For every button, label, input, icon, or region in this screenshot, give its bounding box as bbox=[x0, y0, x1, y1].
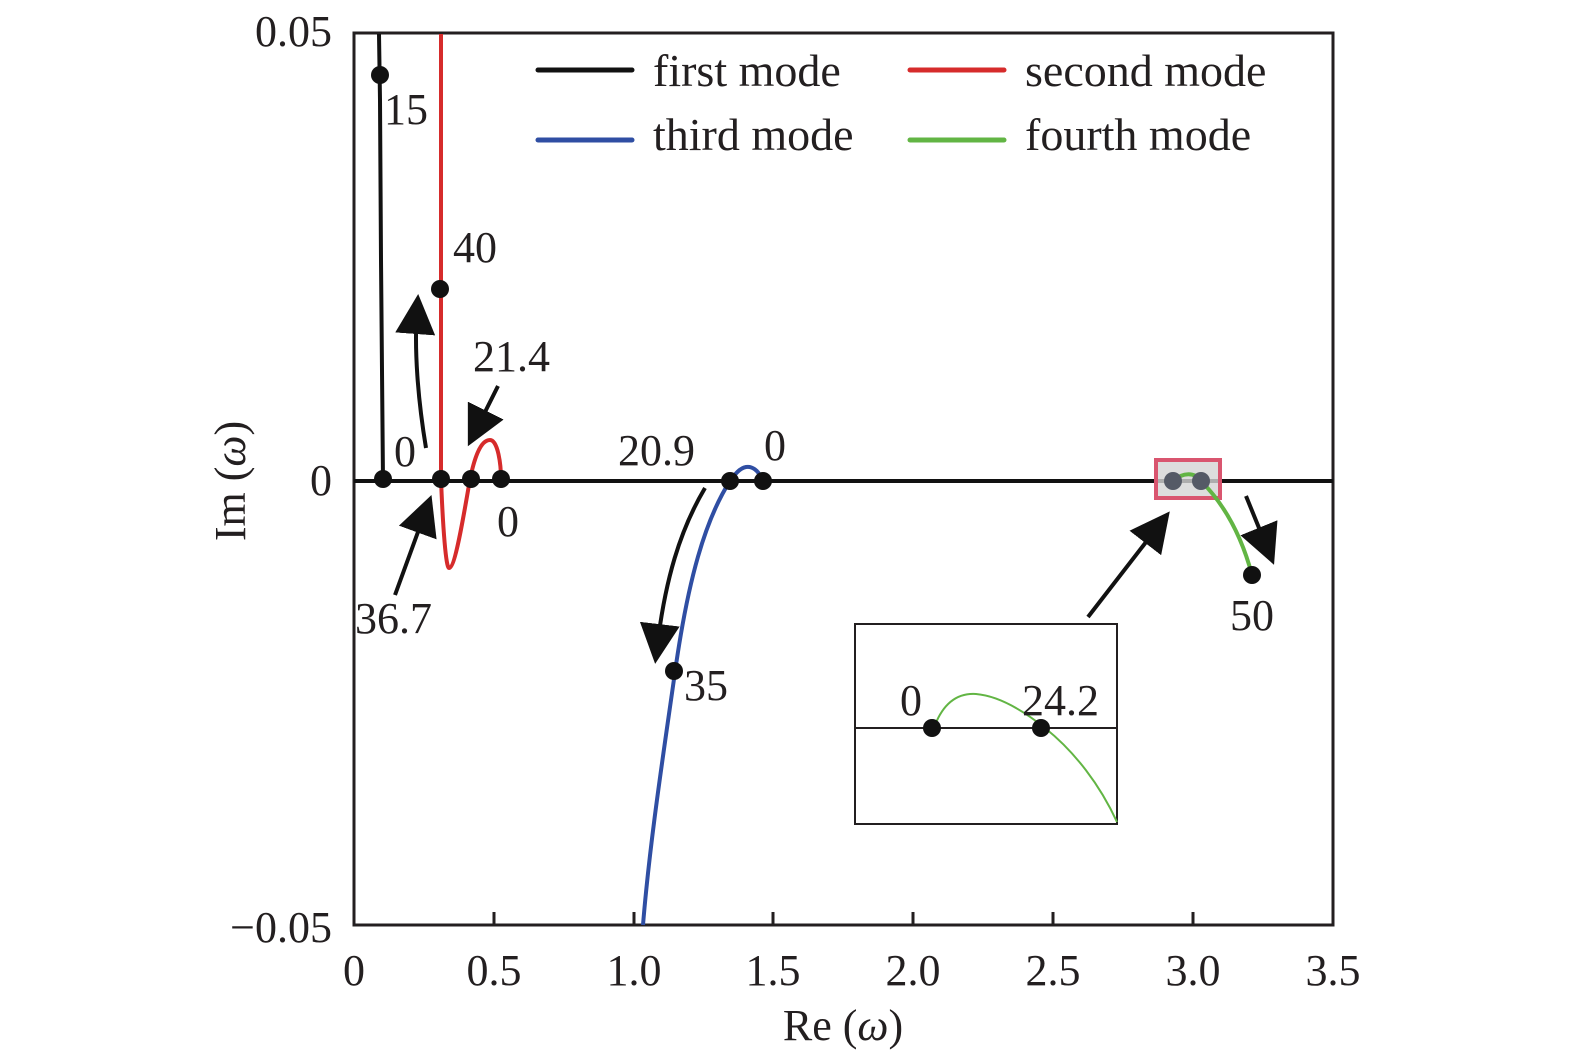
y-axis-title: Im (ω) bbox=[206, 421, 255, 541]
legend-item-third-mode: third mode bbox=[535, 109, 854, 160]
legend: first mode second mode third mode fourth… bbox=[535, 45, 1266, 160]
x-axis-title: Re (ω) bbox=[783, 1001, 903, 1050]
label-15: 15 bbox=[384, 85, 428, 134]
svg-text:3.0: 3.0 bbox=[1166, 946, 1221, 995]
svg-text:0.5: 0.5 bbox=[467, 946, 522, 995]
label-50: 50 bbox=[1230, 591, 1274, 640]
arrow-first-to-40 bbox=[395, 294, 436, 449]
svg-text:second mode: second mode bbox=[1025, 45, 1266, 96]
svg-text:1.5: 1.5 bbox=[746, 946, 801, 995]
inset-fourth-mode-curve bbox=[934, 692, 1118, 823]
x-tick-labels: 0 0.5 1.0 1.5 2.0 2.5 3.0 3.5 bbox=[343, 946, 1361, 995]
first-mode-point-0 bbox=[374, 470, 392, 488]
svg-text:first mode: first mode bbox=[653, 45, 841, 96]
legend-item-second-mode: second mode bbox=[907, 45, 1266, 96]
svg-text:3.5: 3.5 bbox=[1306, 946, 1361, 995]
inset-label-24-2: 24.2 bbox=[1022, 676, 1099, 725]
third-mode-point-35 bbox=[665, 662, 683, 680]
label-21-4: 21.4 bbox=[473, 332, 550, 381]
third-mode-curve bbox=[641, 464, 764, 926]
second-mode-point-21-4 bbox=[462, 470, 480, 488]
svg-text:2.0: 2.0 bbox=[886, 946, 941, 995]
first-mode-curve bbox=[377, 33, 385, 482]
first-mode-point-15 bbox=[371, 66, 389, 84]
label-36-7: 36.7 bbox=[355, 594, 432, 643]
svg-text:0: 0 bbox=[310, 456, 332, 505]
second-mode-point-0 bbox=[492, 470, 510, 488]
svg-text:−0.05: −0.05 bbox=[230, 903, 332, 952]
inset-label-0: 0 bbox=[900, 676, 922, 725]
arrow-36-7 bbox=[393, 494, 437, 596]
third-mode-point-20-9 bbox=[721, 472, 739, 490]
legend-item-fourth-mode: fourth mode bbox=[907, 109, 1251, 160]
svg-text:0: 0 bbox=[343, 946, 365, 995]
label-second-0: 0 bbox=[497, 497, 519, 546]
label-third-0: 0 bbox=[764, 421, 786, 470]
label-40: 40 bbox=[453, 223, 497, 272]
fourth-mode-point-24-2 bbox=[1192, 472, 1210, 490]
x-ticks bbox=[492, 912, 1195, 925]
svg-text:2.5: 2.5 bbox=[1026, 946, 1081, 995]
svg-text:1.0: 1.0 bbox=[607, 946, 662, 995]
svg-text:third mode: third mode bbox=[653, 109, 854, 160]
arrow-to-highlight bbox=[1086, 511, 1170, 619]
y-tick-labels: 0.05 0 −0.05 bbox=[230, 7, 332, 952]
label-first-0: 0 bbox=[394, 427, 416, 476]
third-mode-point-0 bbox=[754, 472, 772, 490]
svg-text:fourth mode: fourth mode bbox=[1025, 109, 1251, 160]
label-35: 35 bbox=[684, 661, 728, 710]
arrow-fourth-50 bbox=[1240, 495, 1278, 565]
second-mode-point-40 bbox=[431, 280, 449, 298]
inset-point-24-2 bbox=[1032, 719, 1050, 737]
svg-text:0.05: 0.05 bbox=[255, 7, 332, 56]
legend-item-first-mode: first mode bbox=[535, 45, 841, 96]
second-mode-point-36-7 bbox=[432, 470, 450, 488]
inset-point-0 bbox=[923, 719, 941, 737]
arrow-20-9-to-35 bbox=[639, 486, 707, 664]
label-20-9: 20.9 bbox=[618, 426, 695, 475]
inset-zoom-panel: 0 24.2 bbox=[854, 623, 1118, 825]
arrow-21-4 bbox=[467, 385, 504, 447]
fourth-mode-point-0 bbox=[1164, 472, 1182, 490]
fourth-mode-point-50 bbox=[1243, 566, 1261, 584]
